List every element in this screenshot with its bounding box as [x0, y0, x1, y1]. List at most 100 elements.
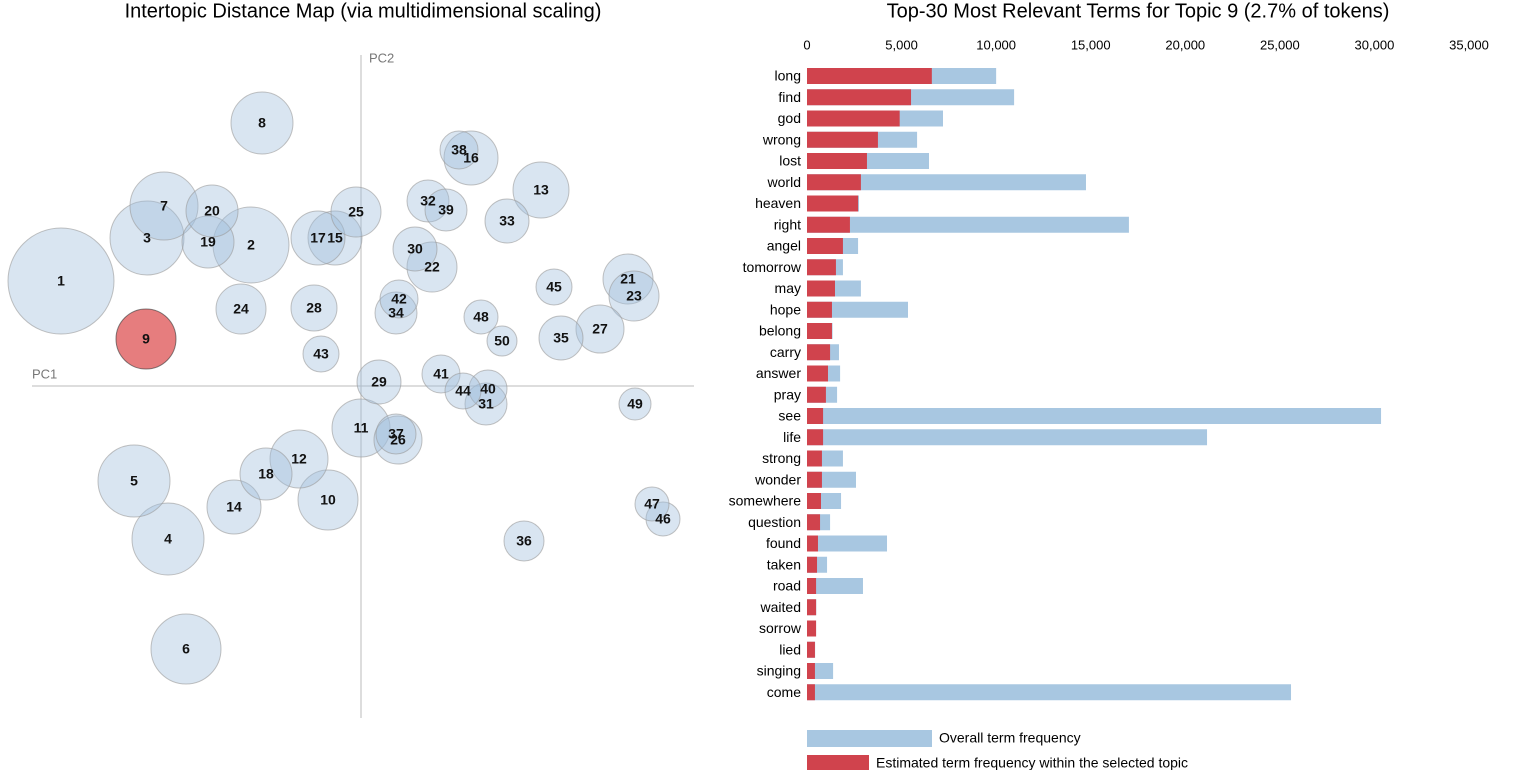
topic-label: 36 [516, 533, 532, 549]
topic-label: 38 [451, 142, 467, 158]
term-bar [807, 429, 1208, 446]
topic-bubble [575, 304, 625, 354]
legend-text: Overall term frequency [939, 730, 1081, 746]
term-label: pray [774, 386, 801, 402]
topic-label: 45 [546, 279, 562, 295]
topic-bubble [486, 325, 518, 357]
topic-label: 30 [407, 241, 423, 257]
topic-bubble [356, 359, 402, 405]
term-bar [807, 578, 863, 594]
term-bar [807, 408, 824, 424]
topic-label: 46 [655, 511, 671, 527]
topic-bubble [503, 520, 545, 562]
term-label: right [774, 216, 801, 232]
term-bar [807, 684, 815, 701]
topic-bubble [538, 315, 584, 361]
term-label: lied [779, 641, 801, 657]
topic-bubble [307, 210, 363, 266]
term-label: find [778, 89, 801, 105]
topic-bubble [392, 226, 438, 272]
topic-label: 43 [313, 346, 329, 362]
topic-bubble [230, 91, 294, 155]
topic-label: 25 [348, 204, 364, 220]
term-bar [807, 174, 861, 191]
topic-bubble [97, 444, 171, 518]
topic-bubble [129, 171, 199, 241]
topic-label: 13 [533, 182, 549, 198]
term-bar [807, 68, 932, 84]
topic-bubble [468, 369, 508, 409]
topic-bubble [464, 382, 508, 426]
term-bar [807, 195, 859, 212]
term-bar [807, 684, 1292, 701]
term-bar [807, 238, 843, 254]
topic-label: 19 [200, 234, 216, 250]
topic-bubble [444, 372, 482, 410]
term-label: life [783, 429, 801, 445]
term-bar [807, 450, 822, 467]
term-label: may [775, 280, 801, 296]
topic-label: 9 [142, 331, 150, 347]
topic-label: 2 [247, 237, 255, 253]
topic-bubble [443, 130, 499, 186]
term-bar [807, 408, 1382, 424]
term-label: carry [770, 344, 801, 360]
term-bar [807, 365, 828, 382]
topic-label: 32 [420, 193, 436, 209]
topic-bubble [535, 268, 573, 306]
topic-bubble [269, 429, 329, 489]
term-bar [807, 641, 815, 658]
term-bar [807, 216, 850, 233]
topic-bubble [330, 186, 382, 238]
term-label: wrong [762, 131, 801, 147]
topic-bubble [421, 354, 461, 394]
x-tick-label: 25,000 [1260, 37, 1300, 52]
topic-bubble [424, 188, 468, 232]
topic-label: 3 [143, 230, 151, 246]
topic-label: 26 [390, 432, 406, 448]
term-label: waited [760, 599, 801, 615]
topic-label: 21 [620, 271, 636, 287]
x-tick-label: 0 [803, 37, 810, 52]
term-bar [807, 216, 1129, 233]
term-bar [807, 323, 832, 339]
term-bar [807, 535, 888, 552]
topic-bubble [206, 479, 262, 535]
topic-label: 16 [463, 150, 479, 166]
topic-bubble [215, 283, 267, 335]
topic-label: 1 [57, 273, 65, 289]
topic-label: 37 [388, 426, 404, 442]
topic-bubble [7, 227, 115, 335]
topic-label: 23 [626, 288, 642, 304]
topic-label: 35 [553, 330, 569, 346]
legend-swatch [807, 730, 932, 747]
term-bar [807, 301, 909, 318]
topic-bubble [181, 215, 235, 269]
topic-label: 10 [320, 492, 336, 508]
term-label: heaven [755, 195, 801, 211]
topic-bubble [439, 130, 479, 170]
topic-label: 29 [371, 374, 387, 390]
term-bar [807, 89, 912, 106]
x-tick-label: 15,000 [1071, 37, 1111, 52]
topic-bubble [239, 447, 293, 501]
topic-bubble [373, 415, 423, 465]
term-label: lost [779, 153, 801, 169]
topic-label: 48 [473, 309, 489, 325]
term-bar [807, 110, 900, 127]
topic-label: 49 [627, 396, 643, 412]
topic-bubble [185, 184, 239, 238]
term-label: see [778, 408, 801, 424]
topic-label: 20 [204, 203, 220, 219]
topic-label: 39 [438, 202, 454, 218]
term-label: sorrow [759, 620, 802, 636]
term-bar [807, 174, 1086, 191]
term-bar [807, 153, 867, 169]
topic-label: 7 [160, 198, 168, 214]
topic-label: 24 [233, 301, 249, 317]
topic-label: 4 [164, 531, 172, 547]
topic-label: 41 [433, 366, 449, 382]
x-tick-label: 20,000 [1165, 37, 1205, 52]
topic-bubble [484, 198, 530, 244]
